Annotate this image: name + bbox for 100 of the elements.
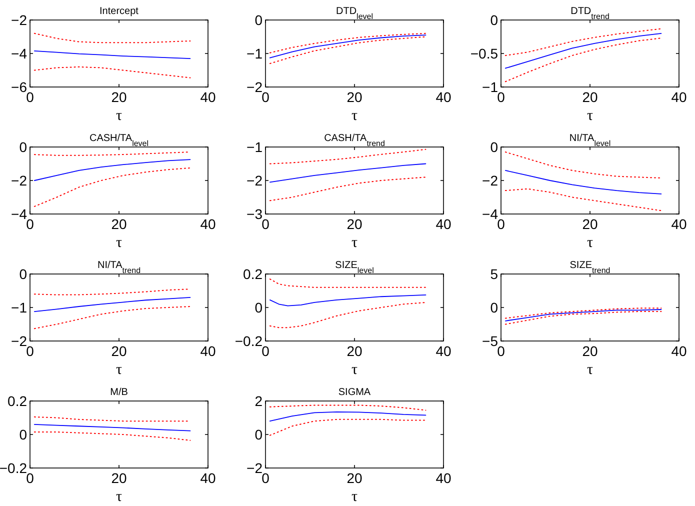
y-tick-label: 0.2 <box>8 393 28 409</box>
y-tick-label: −4 <box>11 206 28 222</box>
x-axis-title: τ <box>351 489 358 505</box>
line-series <box>270 294 426 306</box>
y-tick-label: 0 <box>254 300 263 316</box>
x-axis-title: τ <box>351 235 358 251</box>
y-tick-label: −1 <box>11 300 28 316</box>
y-tick-label: −2 <box>11 12 28 28</box>
y-tick-label: −4 <box>11 46 28 62</box>
line-series <box>34 66 191 78</box>
line-series <box>269 32 426 54</box>
line-series <box>505 170 662 194</box>
x-axis-title: τ <box>116 235 122 251</box>
x-tick-label: 40 <box>200 89 216 105</box>
x-axis-title: τ <box>586 235 594 251</box>
x-tick-label: 40 <box>200 216 216 232</box>
line-series <box>505 309 662 322</box>
line-series <box>269 176 426 202</box>
x-axis-title: τ <box>116 489 122 505</box>
line-series <box>504 311 662 325</box>
x-tick-label: 20 <box>111 216 127 232</box>
y-tick-label: 0.2 <box>243 266 263 282</box>
y-tick-label: −3 <box>246 206 263 222</box>
x-tick-label: 40 <box>671 89 687 105</box>
y-tick-label: −2 <box>246 79 263 95</box>
x-tick-label: 20 <box>111 89 127 105</box>
y-tick-label: −0.2 <box>0 460 28 476</box>
line-series <box>269 148 426 164</box>
chart-title: M/B <box>110 387 128 398</box>
chart-title: NI/TA$_{trend}$ <box>97 260 141 274</box>
y-tick-label: 0 <box>490 12 498 28</box>
line-series <box>270 411 426 422</box>
y-tick-label: −4 <box>482 206 498 222</box>
line-series <box>34 306 191 330</box>
y-tick-label: 0 <box>254 426 263 442</box>
chart-title: NI/TA$_{level}$ <box>569 133 611 148</box>
chart-title: CASH/TA$_{trend}$ <box>324 133 385 148</box>
line-series <box>34 32 191 44</box>
y-tick-label: 5 <box>490 266 498 282</box>
y-tick-label: 0 <box>490 139 498 155</box>
line-series <box>504 188 662 212</box>
x-tick-label: 20 <box>582 343 598 359</box>
y-tick-label: −1 <box>482 79 498 95</box>
y-tick-label: −6 <box>11 79 28 95</box>
y-tick-label: −2 <box>11 172 28 188</box>
chart-title: DTD$_{trend}$ <box>570 6 610 20</box>
x-axis-title: τ <box>116 362 122 378</box>
y-tick-label: −2 <box>11 333 28 349</box>
x-tick-label: 20 <box>346 470 362 486</box>
line-series <box>504 28 662 56</box>
x-tick-label: 40 <box>671 216 687 232</box>
line-series <box>270 34 426 58</box>
line-series <box>269 302 426 328</box>
chart-title: SIZE$_{trend}$ <box>570 260 610 274</box>
y-tick-label: −2 <box>246 460 263 476</box>
y-tick-label: −0.2 <box>234 333 263 349</box>
y-tick-label: −5 <box>482 333 498 349</box>
y-tick-label: 2 <box>254 393 263 409</box>
line-series <box>269 278 426 288</box>
x-tick-label: 20 <box>346 216 362 232</box>
line-series <box>34 424 191 432</box>
chart-title: SIGMA <box>338 387 371 398</box>
line-series <box>269 36 426 64</box>
x-tick-label: 20 <box>346 343 362 359</box>
x-tick-label: 40 <box>436 470 452 486</box>
x-axis-title: τ <box>586 362 594 378</box>
chart-title: SIZE$_{level}$ <box>335 260 374 274</box>
line-series <box>269 418 426 436</box>
line-series <box>34 297 191 312</box>
y-tick-label: −2 <box>482 172 498 188</box>
x-axis-title: τ <box>351 108 358 124</box>
x-tick-label: 20 <box>346 89 362 105</box>
x-tick-label: 40 <box>436 89 452 105</box>
y-tick-label: 0 <box>490 300 498 316</box>
x-tick-label: 20 <box>111 343 127 359</box>
x-tick-label: 20 <box>582 216 598 232</box>
chart-title: CASH/TA$_{level}$ <box>89 133 149 148</box>
chart-title: Intercept <box>100 6 139 17</box>
y-tick-label: 0 <box>19 426 28 442</box>
x-tick-label: 40 <box>671 343 687 359</box>
x-axis-title: τ <box>351 362 358 378</box>
line-series <box>505 32 662 69</box>
x-axis-title: τ <box>586 108 594 124</box>
x-tick-label: 40 <box>200 470 216 486</box>
line-series <box>34 50 191 59</box>
y-tick-label: 0 <box>19 139 28 155</box>
line-series <box>34 431 191 441</box>
x-tick-label: 20 <box>582 89 598 105</box>
x-axis-title: τ <box>116 108 122 124</box>
y-tick-label: −0.5 <box>470 46 498 62</box>
x-tick-label: 40 <box>436 216 452 232</box>
line-series <box>34 159 191 181</box>
x-tick-label: 40 <box>200 343 216 359</box>
line-series <box>504 38 662 82</box>
y-tick-label: 0 <box>19 266 28 282</box>
x-tick-label: 20 <box>111 470 127 486</box>
line-series <box>504 152 662 178</box>
y-tick-label: 0 <box>254 12 263 28</box>
line-series <box>270 163 426 183</box>
y-tick-label: −1 <box>246 46 263 62</box>
